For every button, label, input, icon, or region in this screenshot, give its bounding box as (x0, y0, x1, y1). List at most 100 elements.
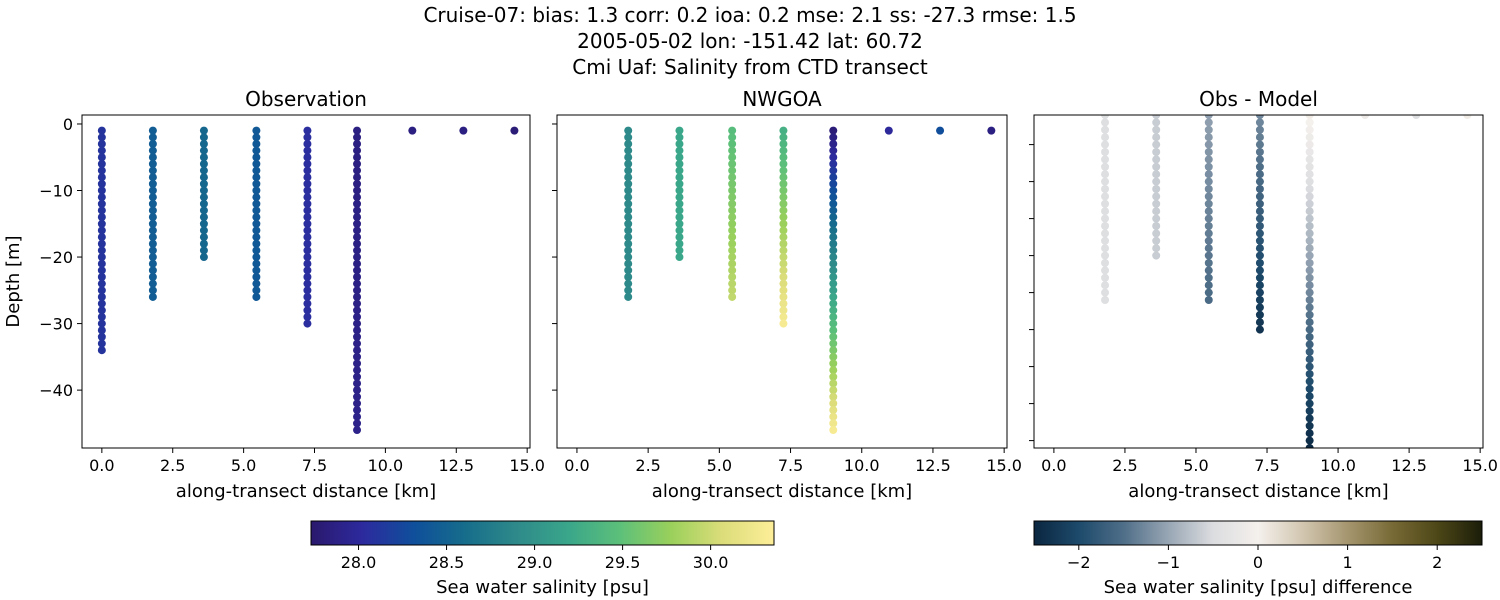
data-point (353, 199, 362, 208)
data-point (779, 213, 788, 222)
x-tick-label: 12.5 (1391, 456, 1427, 475)
data-point (199, 126, 208, 135)
data-point (353, 299, 362, 308)
data-point (728, 159, 737, 168)
data-point (1152, 125, 1161, 134)
data-point (199, 246, 208, 255)
data-point (1255, 244, 1264, 253)
data-point (779, 259, 788, 268)
colorbar-strip (1033, 520, 1483, 546)
data-point (675, 239, 684, 248)
data-point (148, 166, 157, 175)
data-point (728, 126, 737, 135)
data-point (829, 319, 838, 328)
x-tick-label: 15.0 (1462, 456, 1498, 475)
data-point (1101, 118, 1110, 127)
data-point (97, 286, 106, 295)
data-point (829, 146, 838, 155)
data-point (1152, 236, 1161, 245)
data-point (1305, 199, 1314, 208)
x-tick-label: 2.5 (1112, 456, 1137, 475)
data-point (1305, 340, 1314, 349)
y-axis-label: Depth [m] (3, 235, 24, 327)
data-point (1152, 118, 1161, 127)
colorbar-2: −2 −1 0 1 2 Sea water salinity [psu] differen… (1033, 520, 1483, 598)
data-point (1305, 399, 1314, 408)
data-point (779, 126, 788, 135)
data-point (1101, 288, 1110, 297)
data-point (1305, 222, 1314, 230)
data-point (353, 412, 362, 421)
data-point (624, 126, 633, 135)
data-point (1204, 148, 1213, 156)
data-point (1152, 244, 1161, 253)
data-point (353, 126, 362, 135)
data-point (252, 246, 261, 255)
data-point (1101, 266, 1110, 275)
data-point (1255, 162, 1264, 171)
y-tick-label: 0 (63, 115, 73, 134)
data-point (1152, 140, 1161, 149)
data-point (199, 193, 208, 202)
data-point (829, 133, 838, 142)
data-point (97, 206, 106, 215)
data-point (353, 326, 362, 335)
data-point (1101, 251, 1110, 260)
data-point (779, 193, 788, 202)
data-point (829, 332, 838, 341)
data-point (829, 233, 838, 242)
data-point (1305, 229, 1314, 238)
data-point (1255, 125, 1264, 134)
data-point (303, 139, 312, 148)
data-point (1204, 288, 1213, 297)
data-point (97, 259, 106, 268)
data-point (728, 273, 737, 282)
data-point (1305, 148, 1314, 156)
data-point (624, 146, 633, 155)
data-point (97, 266, 106, 275)
data-point (148, 186, 157, 195)
data-point (1255, 214, 1264, 223)
data-point (1101, 244, 1110, 253)
data-point (353, 186, 362, 195)
panel-title: Obs - Model (1199, 87, 1318, 111)
data-point (303, 279, 312, 288)
data-point (148, 133, 157, 142)
data-point (353, 399, 362, 408)
data-point (1305, 421, 1314, 430)
data-point (624, 286, 633, 295)
data-point (199, 159, 208, 168)
data-point (829, 199, 838, 208)
data-point (1101, 296, 1110, 304)
data-point (1152, 214, 1161, 223)
data-point (303, 126, 312, 135)
data-point (303, 266, 312, 275)
data-point (728, 253, 737, 262)
x-tick-label: 7.5 (302, 456, 327, 475)
data-point (624, 199, 633, 208)
data-point (829, 259, 838, 268)
data-point (303, 219, 312, 228)
data-point (303, 193, 312, 202)
data-point (148, 233, 157, 242)
data-point (97, 239, 106, 248)
data-point (675, 226, 684, 235)
data-point (97, 146, 106, 155)
data-point (97, 166, 106, 175)
data-point (675, 206, 684, 215)
data-point (252, 286, 261, 295)
data-point (728, 179, 737, 188)
data-point (97, 319, 106, 328)
data-point (728, 199, 737, 208)
data-point (199, 166, 208, 175)
data-point (987, 126, 996, 135)
data-point (728, 153, 737, 162)
data-point (1305, 444, 1314, 448)
data-point (829, 186, 838, 195)
data-point (97, 346, 106, 355)
y-tick-label: −40 (39, 381, 73, 400)
data-point (252, 226, 261, 235)
data-point (829, 292, 838, 301)
data-point (829, 253, 838, 262)
data-point (353, 193, 362, 202)
